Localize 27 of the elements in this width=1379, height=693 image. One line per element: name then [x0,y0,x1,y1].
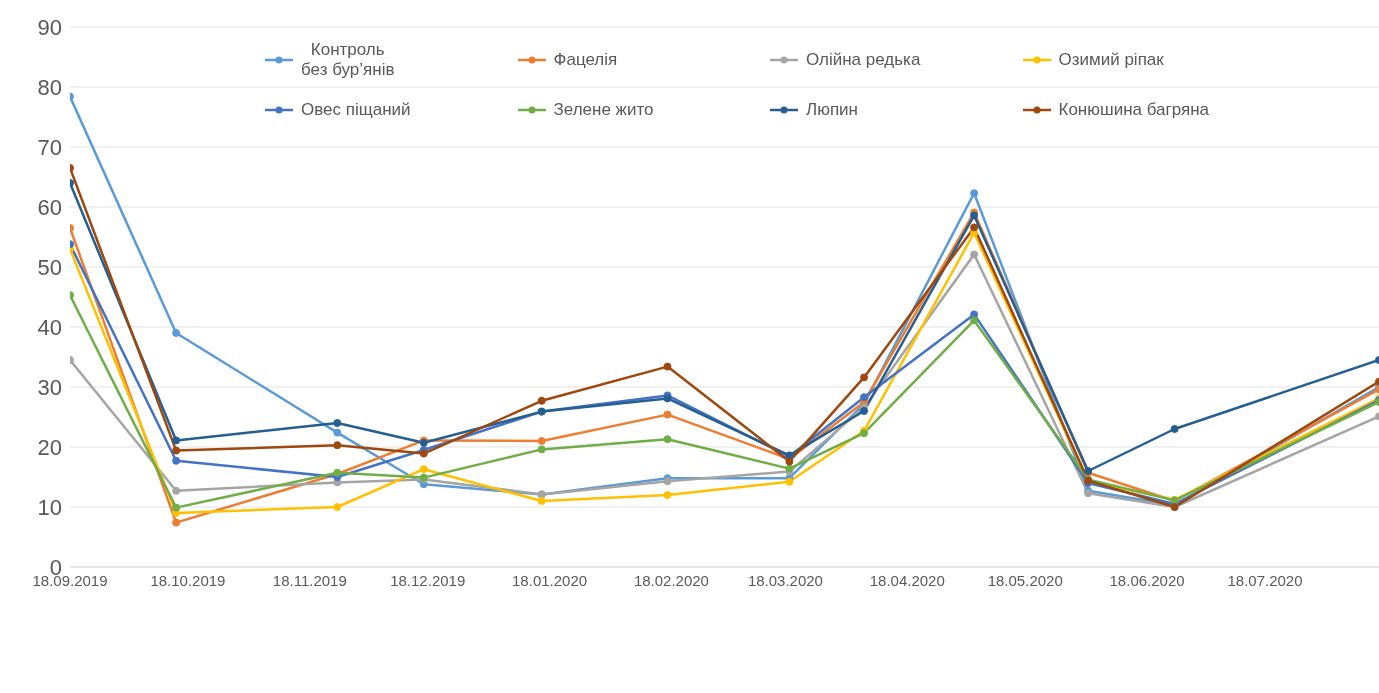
x-tick-label: 18.01.2020 [512,571,588,589]
x-tick-label: 18.06.2020 [1109,571,1185,589]
y-tick-label: 30 [37,374,62,400]
x-tick-label: 18.12.2019 [390,571,466,589]
y-tick-label: 40 [37,314,62,340]
legend-label: Олійна редька [806,50,921,70]
legend-label: Озимий ріпак [1058,50,1164,70]
legend-label: Люпин [806,100,858,120]
legend-label: Конюшина багряна [1058,100,1210,120]
x-tick-label: 18.07.2020 [1227,571,1303,589]
y-tick-label: 70 [37,134,62,160]
legend-label: Зелене жито [553,100,654,120]
legend-label: Фацелія [553,50,618,70]
x-tick-label: 18.04.2020 [869,571,945,589]
legend-label: Контроль без бур’янів [301,40,395,80]
y-tick-label: 90 [37,14,62,40]
x-tick-label: 18.05.2020 [987,571,1063,589]
y-tick-label: 50 [37,254,62,280]
y-tick-label: 20 [37,434,62,460]
y-tick-label: 10 [37,494,62,520]
legend-label: Овес піщаний [301,100,411,120]
x-tick-label: 18.02.2020 [633,571,709,589]
x-tick-label: 18.11.2019 [272,571,347,589]
y-tick-label: 80 [37,74,62,100]
x-tick-label: 18.10.2019 [150,571,226,589]
x-tick-label: 18.03.2020 [747,571,823,589]
y-tick-label: 60 [37,194,62,220]
